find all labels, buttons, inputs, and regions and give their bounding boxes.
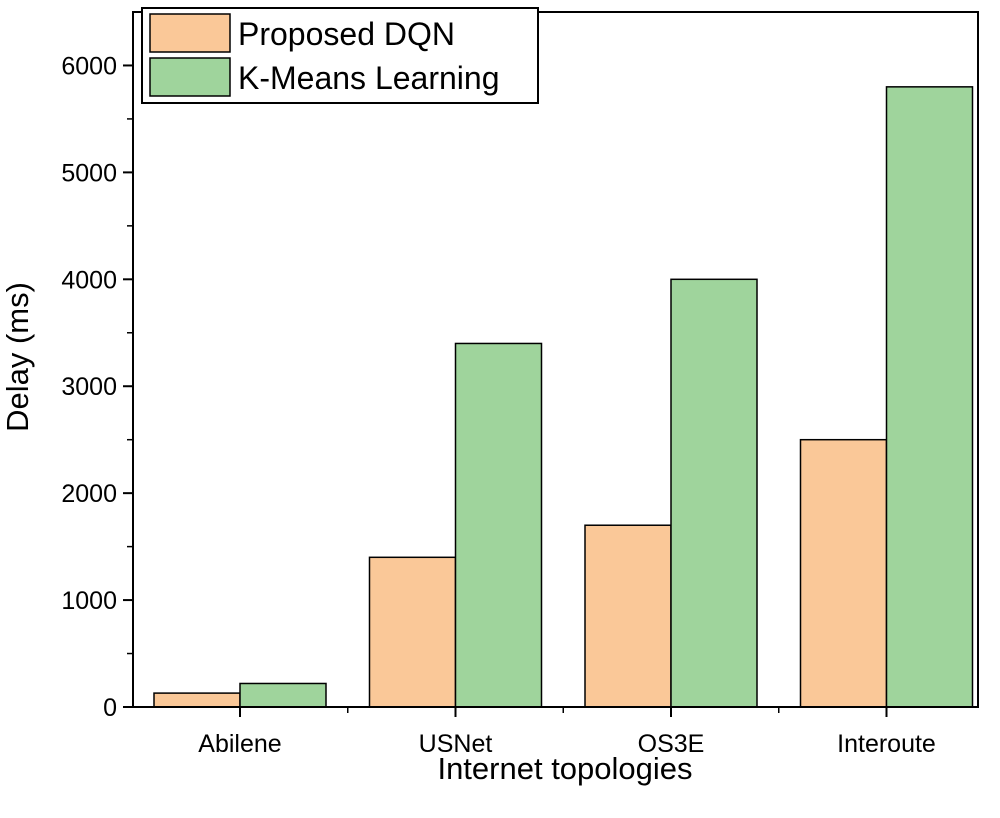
bar-k-means-learning-os3e	[670, 278, 758, 708]
x-tick-label: OS3E	[638, 730, 705, 758]
y-tick-label: 1000	[61, 587, 117, 615]
legend-swatch-k-means-learning	[149, 57, 231, 97]
x-tick-label: USNet	[419, 730, 493, 758]
bars-group	[153, 86, 974, 708]
bar-proposed-dqn-abilene	[153, 692, 241, 708]
x-tick-label: Abilene	[198, 730, 281, 758]
legend-swatch-proposed-dqn	[149, 13, 231, 53]
legend-label-k-means-learning: K-Means Learning	[238, 60, 499, 96]
ticks-group: Abilene USNet OS3E Interoute 0 1000 2000 3000 40…	[61, 52, 935, 758]
bar-k-means-learning-usnet	[454, 342, 543, 708]
y-axis-title: Delay (ms)	[0, 282, 35, 432]
bar-k-means-learning-abilene	[239, 682, 327, 708]
plot-frame	[132, 11, 979, 708]
x-axis-title: Internet topologies	[437, 751, 692, 786]
bar-proposed-dqn-usnet	[368, 556, 457, 708]
y-tick-label: 2000	[61, 480, 117, 508]
axes-group	[132, 11, 979, 708]
y-tick-label: 5000	[61, 159, 117, 187]
y-tick-label: 6000	[61, 52, 117, 80]
x-tick-label: Interoute	[837, 730, 936, 758]
y-tick-label: 4000	[61, 266, 117, 294]
bar-proposed-dqn-os3e	[584, 524, 672, 708]
y-tick-label: 0	[103, 694, 117, 722]
bar-k-means-learning-interoute	[885, 86, 974, 708]
legend-label-proposed-dqn: Proposed DQN	[238, 16, 455, 52]
bar-proposed-dqn-interoute	[799, 438, 888, 708]
y-tick-label: 3000	[61, 373, 117, 401]
legend: Proposed DQN K-Means Learning	[141, 7, 539, 104]
